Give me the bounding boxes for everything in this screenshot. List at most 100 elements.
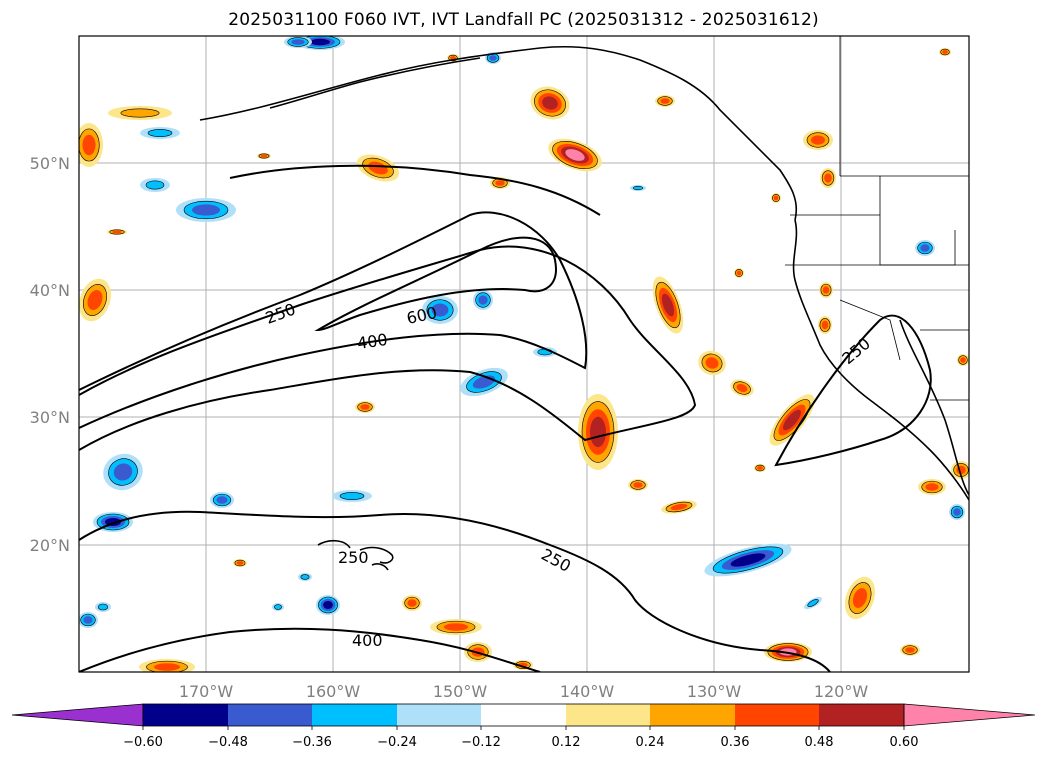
positive-anomaly-patch: [939, 48, 951, 56]
colorbar-segment: [819, 704, 904, 726]
colorbar-tick-label: −0.48: [208, 735, 248, 750]
positive-anomaly-patch: [771, 193, 781, 203]
positive-anomaly-patch: [628, 479, 648, 491]
state-line-4: [839, 299, 901, 361]
colorbar-segment: [228, 704, 312, 726]
negative-anomaly-patch: [949, 504, 965, 520]
longitude-label: 140°W: [560, 682, 615, 701]
contour-label-400a: 400: [356, 330, 389, 353]
longitude-label: 130°W: [687, 682, 742, 701]
negative-anomaly-patch: [103, 453, 143, 491]
colorbar-tick-label: −0.24: [377, 735, 417, 750]
positive-anomaly-patch: [257, 153, 271, 159]
state-line-3: [879, 215, 956, 266]
latitude-labels: 50°N 40°N 30°N 20°N: [30, 154, 70, 555]
colorbar-extend-low: [11, 703, 144, 727]
negative-anomaly-patch: [210, 492, 234, 508]
colorbar-tick-label: −0.36: [292, 735, 332, 750]
positive-anomaly-patch: [233, 559, 247, 567]
colorbar-segment: [650, 704, 735, 726]
positive-anomaly-patch: [754, 464, 766, 472]
positive-anomaly-patch: [490, 177, 510, 189]
colorbar-extend-high: [903, 703, 1036, 727]
positive-anomaly-patch: [803, 130, 833, 150]
negative-anomaly-patch: [630, 185, 646, 191]
negative-anomaly-patch: [704, 543, 792, 577]
contour-400-south: [79, 627, 541, 672]
positive-anomaly-patch: [107, 229, 127, 235]
hawaii-islands: [317, 539, 394, 571]
negative-anomaly-patch: [95, 602, 111, 612]
longitude-label: 160°W: [306, 682, 361, 701]
contour-400: [79, 211, 588, 429]
negative-anomaly-patch: [140, 127, 180, 139]
longitude-labels: 170°W 160°W 150°W 140°W 130°W 120°W: [179, 682, 869, 701]
colorbar-segment: [735, 704, 819, 726]
latitude-label: 50°N: [30, 154, 70, 173]
colorbar-frame: [142, 703, 905, 727]
north-america-west-coast: [792, 219, 969, 501]
positive-anomaly-patch: [698, 350, 726, 376]
map-title: 2025031100 F060 IVT, IVT Landfall PC (20…: [228, 10, 819, 30]
contour-600: [314, 236, 557, 332]
positive-anomaly-patch: [730, 379, 754, 397]
colorbar: −0.60 −0.48 −0.36 −0.24 −0.12 0.12 0.24 0.36 0.4…: [11, 703, 1036, 750]
colorbar-segment: [312, 704, 397, 726]
latitude-label: 30°N: [30, 408, 70, 427]
latitude-label: 40°N: [30, 281, 70, 300]
positive-anomaly-patch: [652, 276, 684, 334]
negative-anomaly-patch: [176, 198, 236, 222]
positive-anomaly-patch: [356, 154, 400, 182]
ivt-contours: [79, 164, 932, 672]
negative-anomaly-patch: [284, 36, 312, 48]
longitude-label: 170°W: [179, 682, 234, 701]
positive-anomaly-patch: [402, 595, 422, 611]
contour-label-400b: 400: [352, 631, 383, 650]
positive-anomaly-patch: [734, 268, 744, 278]
negative-anomaly-patch: [140, 178, 170, 192]
contour-250-north: [229, 164, 601, 216]
colorbar-tick-label: 0.24: [636, 735, 665, 750]
latitude-label: 20°N: [30, 536, 70, 555]
colorbar-tick-label: −0.12: [461, 735, 501, 750]
negative-anomaly-patch: [915, 240, 935, 256]
negative-anomaly-patch: [298, 573, 312, 581]
positive-anomaly-patch: [108, 106, 172, 120]
alaska-south-coast: [269, 57, 481, 109]
colorbar-tick-label: 0.12: [552, 735, 581, 750]
map-frame: [78, 35, 970, 673]
positive-anomaly-patch: [820, 168, 836, 188]
positive-anomaly-patch: [430, 619, 482, 635]
contour-250-coast: [774, 314, 932, 467]
positive-anomaly-patch: [918, 479, 946, 495]
negative-anomaly-patch: [804, 596, 822, 610]
positive-anomaly-patch: [655, 95, 675, 107]
longitude-label: 120°W: [814, 682, 869, 701]
map-area: [79, 36, 969, 672]
positive-anomaly-patch: [79, 278, 111, 322]
positive-anomaly-patch: [578, 394, 618, 470]
contour-250-main: [79, 245, 697, 451]
colorbar-tick-label: 0.60: [890, 735, 919, 750]
longitude-label: 150°W: [433, 682, 488, 701]
positive-anomaly-patch: [355, 401, 375, 413]
colorbar-segment: [566, 704, 650, 726]
positive-anomaly-patch: [819, 282, 833, 298]
positive-anomaly-patch: [79, 123, 103, 167]
negative-anomaly-patch: [460, 367, 508, 397]
positive-anomaly-patch: [844, 576, 876, 620]
coastlines: [199, 45, 969, 571]
colorbar-tick-label: −0.60: [123, 735, 163, 750]
negative-anomaly-patch: [332, 490, 372, 502]
negative-anomaly-patch: [473, 290, 493, 310]
positive-anomaly-patch: [548, 138, 602, 172]
negative-anomaly-patch: [272, 603, 284, 611]
negative-anomaly-patch: [422, 296, 458, 324]
political-borders: [785, 36, 969, 401]
colorbar-segment: [143, 704, 228, 726]
contour-label-250b: 250: [338, 548, 369, 567]
baja-coast: [899, 319, 969, 496]
positive-anomaly-patch: [818, 316, 832, 334]
colorbar-segment: [397, 704, 481, 726]
